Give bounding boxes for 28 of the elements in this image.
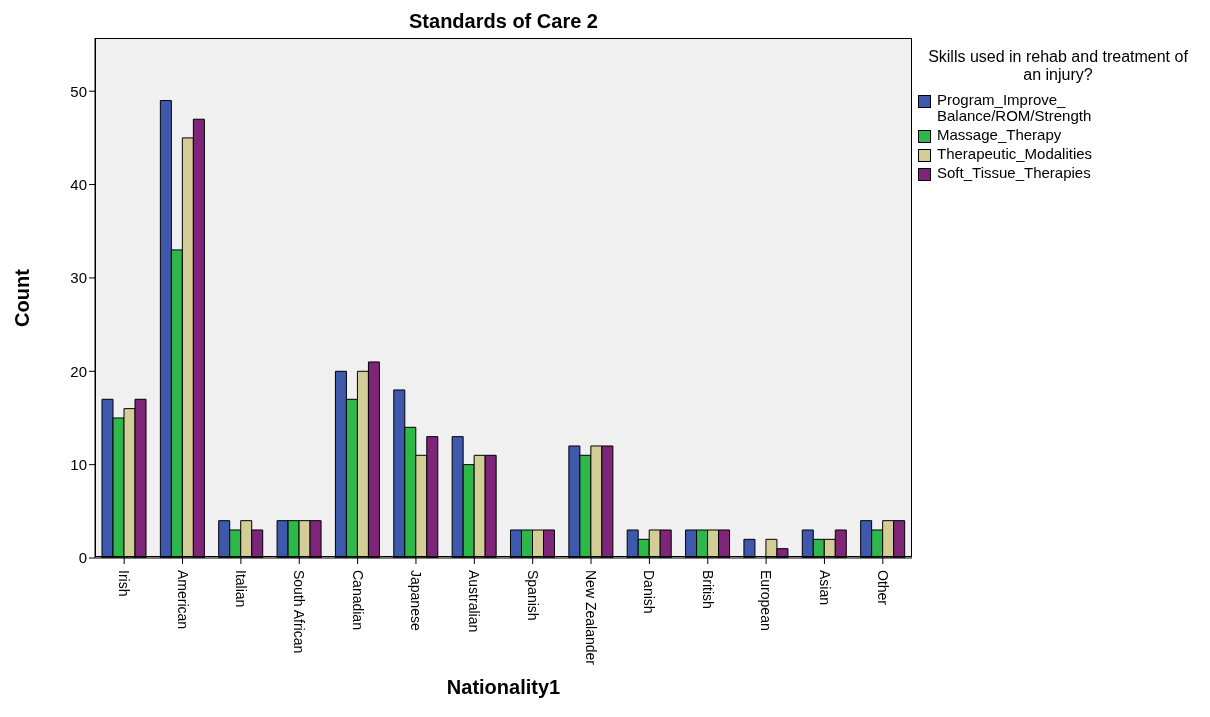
x-tick-label: Spanish — [524, 570, 541, 621]
x-tick-label: New Zealander — [583, 570, 600, 666]
chart-title: Standards of Care 2 — [408, 10, 599, 33]
legend-label: Therapeutic_Modalities — [937, 145, 1094, 162]
y-tick-label: 20 — [70, 362, 87, 380]
x-tick-label: South African — [291, 570, 308, 654]
x-tick-label: Australian — [466, 570, 483, 633]
y-axis-title: Count — [11, 268, 34, 327]
x-axis-title: Nationality1 — [446, 676, 561, 698]
x-tick-label: American — [174, 570, 191, 630]
x-tick-label: Irish — [116, 570, 133, 597]
y-tick-label: 40 — [70, 175, 87, 193]
x-tick-label: Other — [874, 570, 891, 606]
x-tick-label: European — [758, 570, 775, 631]
legend-label: Soft_Tissue_Therapies — [937, 164, 1092, 181]
y-tick-label: 10 — [70, 455, 87, 473]
x-tick-label: Danish — [641, 570, 658, 614]
legend-label: Massage_Therapy — [937, 126, 1063, 143]
legend-label: Program_Improve_Balance/ROM/Strength — [937, 91, 1093, 124]
x-tick-label: Canadian — [349, 570, 366, 630]
x-tick-label: Asian — [816, 570, 833, 606]
x-tick-label: Italian — [232, 570, 249, 608]
x-tick-label: Japanese — [408, 570, 425, 631]
x-tick-label: British — [699, 570, 716, 609]
y-tick-label: 0 — [78, 549, 87, 567]
y-tick-label: 50 — [70, 82, 87, 100]
y-tick-label: 30 — [70, 269, 87, 287]
legend-title: Skills used in rehab and treatment of an injury? — [927, 48, 1189, 84]
